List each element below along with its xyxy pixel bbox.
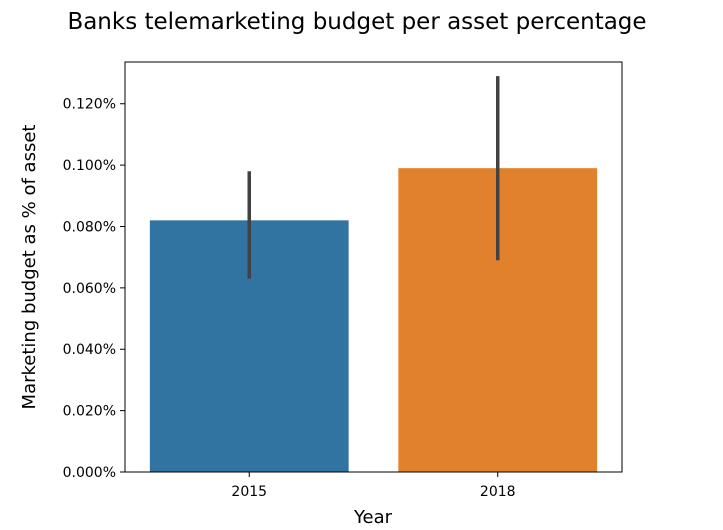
y-axis-label: Marketing budget as % of asset xyxy=(19,125,40,410)
plot-frame xyxy=(124,61,623,473)
y-tick-label-5: 0.100% xyxy=(63,158,116,174)
y-axis-ticks: 0.000% 0.020% 0.040% 0.060% 0.080% 0.100% 0.12… xyxy=(63,97,125,481)
x-axis-label: Year xyxy=(353,507,393,528)
chart-title: Banks telemarketing budget per asset per… xyxy=(67,9,646,35)
x-axis-ticks: 2015 2018 xyxy=(231,472,516,500)
y-tick-label-6: 0.120% xyxy=(63,97,116,113)
y-tick-label-4: 0.080% xyxy=(63,219,116,235)
y-tick-label-1: 0.020% xyxy=(63,404,116,420)
x-tick-label-2015: 2015 xyxy=(231,484,267,500)
x-tick-label-2018: 2018 xyxy=(480,484,516,500)
error-bars-layer xyxy=(247,76,500,279)
y-tick-label-3: 0.060% xyxy=(63,281,116,297)
bars-layer xyxy=(149,168,598,473)
y-tick-label-2: 0.040% xyxy=(63,342,116,358)
y-tick-label-0: 0.000% xyxy=(63,465,116,481)
